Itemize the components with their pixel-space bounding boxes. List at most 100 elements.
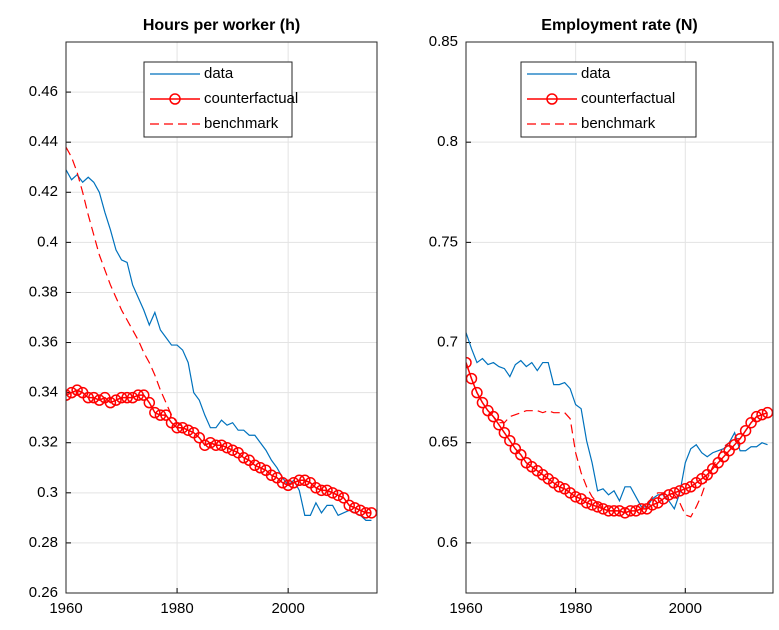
marker: [619, 507, 631, 519]
legend-label: benchmark: [581, 115, 656, 132]
marker: [487, 410, 500, 423]
marker: [138, 389, 150, 401]
legend-label: data: [204, 65, 234, 82]
marker: [326, 487, 339, 499]
marker: [343, 499, 355, 512]
plot-area: [466, 332, 773, 519]
marker: [71, 384, 83, 396]
marker: [182, 424, 194, 436]
plot-area: [66, 146, 377, 521]
y-tick-label: 0.38: [29, 283, 58, 300]
marker: [154, 409, 167, 421]
marker: [143, 396, 156, 409]
x-tick-label: 1960: [49, 600, 82, 617]
marker: [66, 386, 78, 399]
y-tick-label: 0.42: [29, 183, 58, 200]
marker: [282, 479, 294, 492]
marker: [126, 391, 139, 404]
marker: [287, 477, 300, 489]
marker: [466, 356, 472, 369]
marker: [553, 481, 565, 493]
marker: [624, 505, 637, 517]
marker: [299, 474, 311, 487]
series-line: [66, 146, 372, 514]
marker: [580, 497, 593, 509]
marker: [337, 492, 350, 504]
y-tick-label: 0.46: [29, 83, 58, 100]
marker: [66, 389, 72, 401]
marker: [226, 444, 239, 456]
marker: [668, 487, 681, 499]
marker: [121, 391, 133, 404]
y-tick-label: 0.65: [429, 434, 458, 451]
marker: [82, 391, 94, 404]
legend-label: benchmark: [204, 115, 279, 132]
marker: [254, 462, 267, 474]
y-tick-label: 0.44: [29, 133, 58, 150]
y-tick-label: 0.34: [29, 384, 58, 401]
y-tick-label: 0.85: [429, 33, 458, 50]
marker: [88, 391, 100, 404]
y-tick-label: 0.8: [437, 133, 458, 150]
marker: [756, 408, 768, 421]
marker: [215, 439, 228, 451]
marker: [149, 406, 161, 419]
y-tick-label: 0.4: [37, 233, 58, 250]
marker: [646, 499, 659, 511]
x-tick-label: 1960: [449, 600, 482, 617]
marker: [237, 452, 250, 464]
legend-marker: [546, 93, 558, 105]
marker: [104, 396, 117, 409]
marker: [630, 505, 642, 517]
series-line: [466, 362, 768, 518]
marker: [265, 469, 278, 482]
x-tick-label: 1980: [160, 600, 193, 617]
marker: [332, 489, 344, 502]
marker: [199, 439, 211, 451]
chart-title: Hours per worker (h): [143, 17, 300, 34]
axes-box: [465, 41, 774, 594]
marker: [204, 436, 217, 449]
marker: [132, 389, 144, 401]
marker: [586, 499, 598, 511]
x-tick-label: 2000: [271, 600, 304, 617]
marker: [504, 434, 516, 447]
marker: [176, 421, 189, 434]
marker: [93, 394, 106, 406]
y-tick-label: 0.36: [29, 334, 58, 351]
marker: [739, 424, 752, 437]
y-tick-label: 0.7: [437, 334, 458, 351]
chart-title: Employment rate (N): [541, 17, 697, 34]
marker: [569, 491, 582, 503]
marker: [493, 418, 505, 431]
marker: [515, 448, 527, 461]
marker: [349, 502, 361, 514]
marker: [249, 459, 261, 472]
marker: [315, 484, 328, 497]
marker: [679, 483, 692, 495]
x-tick-label: 2000: [669, 600, 702, 617]
y-tick-label: 0.28: [29, 534, 58, 551]
marker: [276, 477, 289, 489]
marker: [110, 394, 122, 406]
legend-label: data: [581, 65, 611, 82]
marker: [635, 503, 648, 515]
marker: [310, 482, 322, 494]
legend-label: counterfactual: [581, 90, 675, 107]
y-tick-label: 0.26: [29, 584, 58, 601]
series-line: [66, 169, 372, 521]
marker: [498, 426, 511, 439]
y-tick-label: 0.75: [429, 233, 458, 250]
y-tick-label: 0.6: [437, 534, 458, 551]
marker: [476, 396, 489, 409]
y-tick-label: 0.3: [37, 484, 58, 501]
marker: [597, 503, 609, 515]
y-tick-label: 0.32: [29, 434, 58, 451]
marker: [115, 391, 128, 404]
x-tick-label: 1980: [559, 600, 592, 617]
marker: [471, 386, 483, 399]
series-line: [466, 362, 768, 514]
legend-label: counterfactual: [204, 90, 298, 107]
